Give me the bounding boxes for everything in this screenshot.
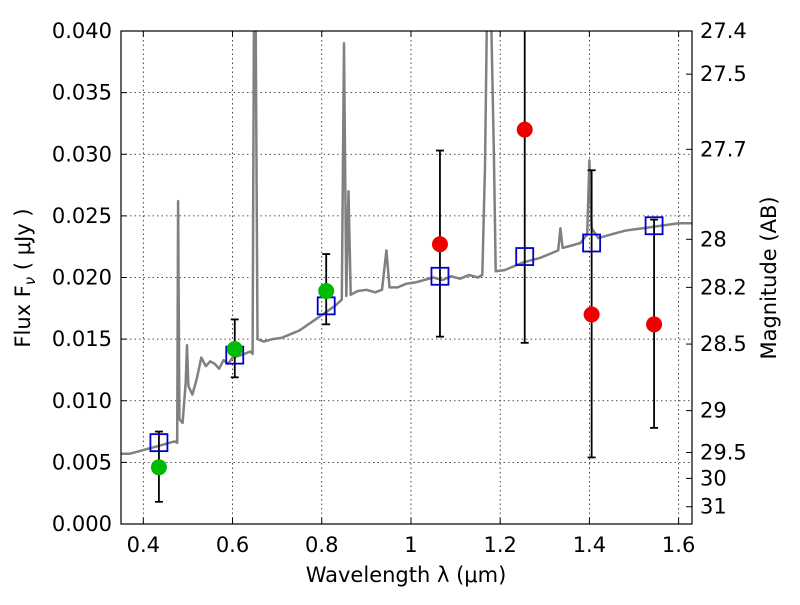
right-axis-title: Magnitude (AB) [757, 196, 781, 359]
y-tick-label: 0.030 [52, 142, 112, 166]
y-tick-label: 0.040 [52, 19, 112, 43]
red-point-marker [646, 316, 663, 333]
y-tick-label: 0.005 [52, 450, 112, 474]
right-tick-label: 28.5 [700, 332, 747, 356]
right-tick-label: 27.4 [700, 19, 747, 43]
y-axis-title-unit: ( μJy ) [11, 208, 35, 276]
red-point-marker [583, 306, 600, 323]
x-tick-label: 0.6 [216, 533, 249, 557]
grid-layer [121, 30, 692, 525]
right-tick-label: 27.5 [700, 62, 747, 86]
x-tick-label: 1 [404, 533, 417, 557]
x-tick-label: 1.6 [662, 533, 695, 557]
model-square-marker [430, 266, 450, 286]
y-tick-label: 0.000 [52, 512, 112, 536]
y-axis-title: Flux Fν ( μJy ) [11, 208, 39, 347]
y-tick-label: 0.020 [52, 266, 112, 290]
x-tick-label: 0.4 [127, 533, 160, 557]
green-point-marker [150, 459, 167, 476]
model-square-marker [644, 216, 664, 236]
x-axis-title: Wavelength λ (μm) [306, 563, 507, 587]
green-point-marker [226, 340, 243, 357]
y-tick-label: 0.035 [52, 81, 112, 105]
x-tick-label: 0.8 [305, 533, 338, 557]
y-tick-label: 0.015 [52, 327, 112, 351]
y-tick-label: 0.010 [52, 389, 112, 413]
right-tick-label: 28.2 [700, 275, 747, 299]
model-square-marker [515, 247, 535, 266]
red-point-marker [516, 121, 533, 138]
x-tick-label: 1.2 [483, 533, 516, 557]
right-tick-label: 31 [700, 495, 727, 519]
green-point-marker [318, 283, 335, 300]
series-layer [121, 31, 692, 503]
model-square-marker [582, 233, 602, 253]
y-axis-title-main: Flux F [11, 285, 35, 347]
red-point-marker [431, 236, 448, 253]
right-tick-label: 29 [700, 399, 727, 423]
right-tick-label: 27.7 [700, 137, 747, 161]
right-tick-label: 28 [700, 227, 727, 251]
y-tick-label: 0.025 [52, 204, 112, 228]
right-tick-label: 30 [700, 466, 727, 490]
x-tick-label: 1.4 [573, 533, 606, 557]
model-square-marker [149, 433, 169, 453]
axes-layer: 0.4 0.6 0.8 1 1.2 1.4 1.6 0.000 0.005 0.010 0.015 0… [52, 19, 747, 557]
right-tick-label: 29.5 [700, 441, 747, 465]
y-axis-title-subscript: ν [21, 277, 39, 285]
spectrum-line [121, 31, 692, 455]
